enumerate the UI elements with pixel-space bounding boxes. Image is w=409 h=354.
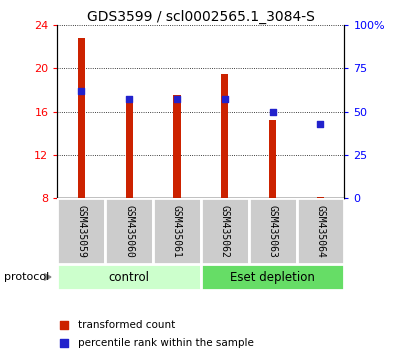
Title: GDS3599 / scl0002565.1_3084-S: GDS3599 / scl0002565.1_3084-S (87, 10, 314, 24)
Bar (200, 198, 248, 264)
Point (61, 340, 67, 346)
Bar (268, 120, 276, 198)
Point (221, 97, 227, 102)
Bar (221, 74, 228, 198)
Bar (57, 264, 200, 290)
Bar (316, 197, 323, 198)
Point (61, 322, 67, 328)
Bar (153, 198, 200, 264)
Bar (248, 198, 296, 264)
Text: protocol: protocol (4, 272, 49, 282)
Point (269, 109, 275, 114)
Bar (57, 198, 105, 264)
Bar (125, 96, 133, 198)
Text: GSM435060: GSM435060 (124, 205, 134, 257)
Text: Eset depletion: Eset depletion (229, 270, 315, 284)
Point (78, 88, 84, 93)
Text: control: control (108, 270, 149, 284)
Text: GSM435063: GSM435063 (267, 205, 277, 257)
Text: GSM435059: GSM435059 (76, 205, 86, 257)
Point (317, 121, 323, 126)
Bar (105, 198, 153, 264)
Point (126, 97, 132, 102)
Text: GSM435062: GSM435062 (219, 205, 229, 257)
Bar (173, 95, 180, 198)
Point (173, 97, 180, 102)
Text: GSM435064: GSM435064 (315, 205, 325, 257)
Bar (296, 198, 344, 264)
Text: percentile rank within the sample: percentile rank within the sample (78, 338, 254, 348)
Bar (78, 38, 85, 198)
Text: GSM435061: GSM435061 (171, 205, 182, 257)
Bar (200, 264, 344, 290)
Text: transformed count: transformed count (78, 320, 175, 330)
